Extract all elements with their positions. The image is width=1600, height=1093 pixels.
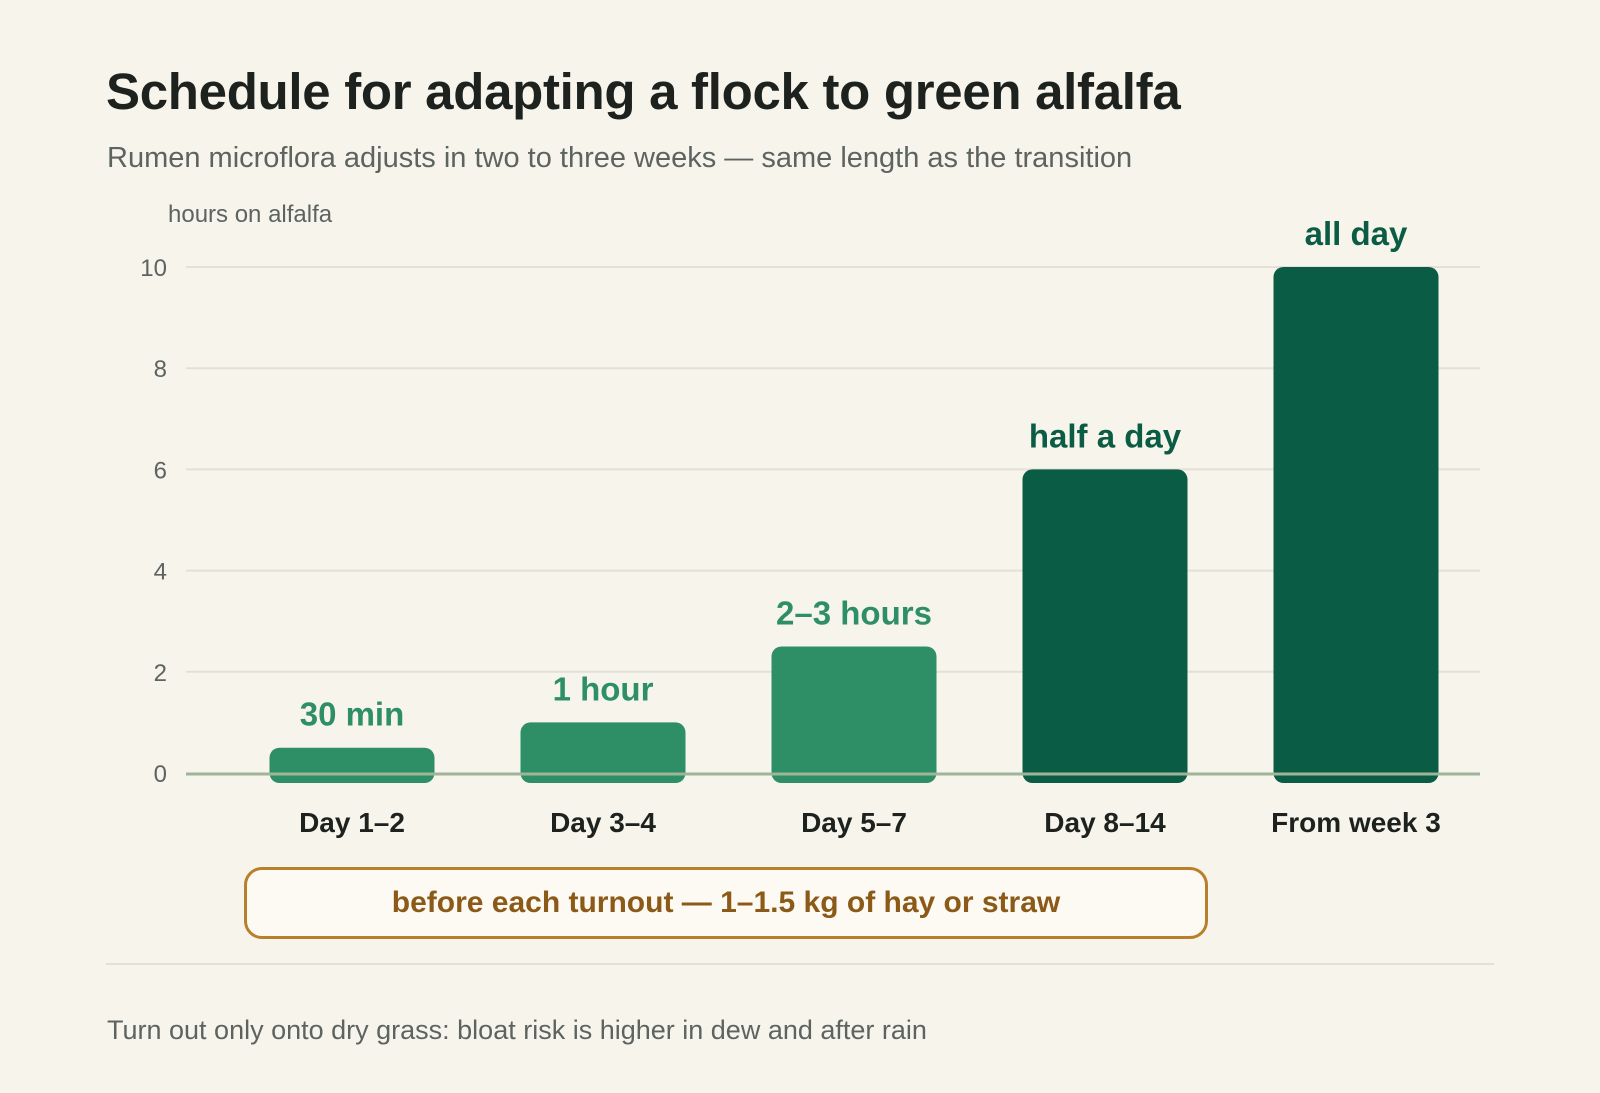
y-tick-label: 6: [154, 457, 167, 484]
hay-note-box: before each turnout — 1–1.5 kg of hay or…: [244, 867, 1208, 939]
y-tick-label: 8: [154, 356, 167, 383]
bar-1-base: [269, 763, 435, 775]
y-axis-title: hours on alfalfa: [168, 201, 333, 228]
hay-note-text: before each turnout — 1–1.5 kg of hay or…: [391, 886, 1061, 919]
gridlines: [186, 266, 1480, 673]
data-label-5: all day: [1305, 215, 1408, 252]
x-axis-ticks: Day 1–2 Day 3–4 Day 5–7 Day 8–14 From week 3: [299, 807, 1441, 838]
footnote: Turn out only onto dry grass: bloat risk…: [107, 1015, 927, 1045]
data-labels: 30 min 1 hour 2–3 hours half a day all day: [300, 215, 1408, 733]
bars: [269, 267, 1439, 783]
y-tick-label: 0: [154, 761, 167, 788]
bar-5: [1273, 267, 1439, 783]
y-tick-label: 10: [140, 255, 167, 282]
x-tick-label-1: Day 1–2: [299, 807, 405, 838]
y-axis-ticks: 0 2 4 6 8 10: [140, 255, 167, 788]
bar-5-base: [1273, 763, 1439, 775]
bar-4: [1022, 469, 1188, 783]
bar-4-base: [1022, 763, 1188, 775]
bar-2-base: [520, 763, 686, 775]
bar-3: [771, 646, 937, 783]
chart-subtitle: Rumen microflora adjusts in two to three…: [107, 142, 1133, 174]
y-tick-label: 2: [154, 660, 167, 687]
data-label-2: 1 hour: [553, 670, 654, 707]
x-tick-label-2: Day 3–4: [550, 807, 656, 838]
x-tick-label-4: Day 8–14: [1044, 807, 1166, 838]
x-tick-label-3: Day 5–7: [801, 807, 907, 838]
data-label-1: 30 min: [300, 696, 405, 733]
y-tick-label: 4: [154, 559, 167, 586]
chart-title: Schedule for adapting a flock to green a…: [106, 63, 1181, 120]
x-tick-label-5: From week 3: [1271, 807, 1441, 838]
data-label-3: 2–3 hours: [776, 595, 932, 632]
bar-3-base: [771, 763, 937, 775]
divider: [106, 963, 1494, 965]
data-label-4: half a day: [1029, 417, 1182, 454]
